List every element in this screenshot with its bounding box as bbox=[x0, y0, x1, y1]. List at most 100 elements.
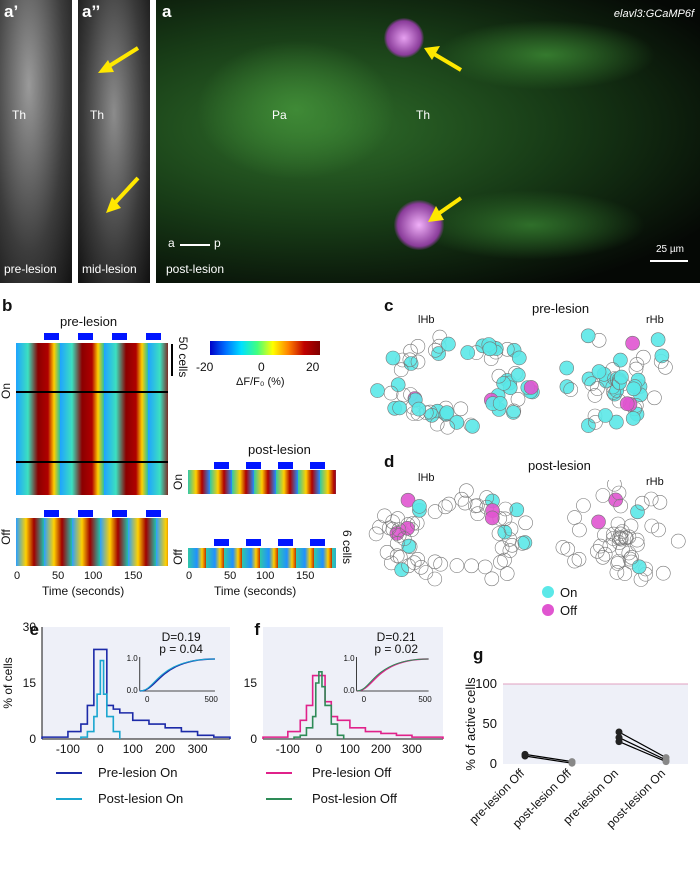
cell-map-pre-lesion bbox=[370, 328, 673, 435]
cell-marker bbox=[644, 518, 660, 534]
colorbar-tick: 20 bbox=[306, 360, 320, 374]
legend-swatch bbox=[56, 772, 82, 774]
histogram-series bbox=[262, 674, 444, 739]
cell-marker bbox=[584, 376, 599, 392]
panel-label: f bbox=[254, 620, 260, 639]
cell-marker bbox=[391, 522, 407, 538]
stat-d-value: D=0.21 bbox=[377, 630, 416, 644]
colorbar bbox=[210, 341, 320, 355]
legend-swatch bbox=[266, 772, 292, 774]
cell-marker bbox=[634, 495, 650, 511]
tissue-glow bbox=[196, 40, 396, 180]
cell-marker bbox=[418, 565, 434, 580]
cell-marker bbox=[591, 364, 607, 379]
cell-marker bbox=[595, 550, 611, 565]
cell-marker bbox=[499, 566, 515, 581]
cell-marker bbox=[393, 362, 409, 378]
cell-marker bbox=[390, 377, 406, 393]
cell-marker bbox=[614, 369, 629, 385]
cell-marker bbox=[571, 552, 587, 567]
cell-marker bbox=[485, 510, 500, 526]
cell-marker bbox=[457, 495, 473, 511]
cell-marker bbox=[394, 562, 410, 577]
cell-marker bbox=[611, 535, 627, 550]
lesion-spot bbox=[384, 18, 424, 58]
cell-marker bbox=[390, 511, 406, 526]
cell-marker bbox=[510, 392, 526, 407]
off-row-label: Off bbox=[170, 549, 185, 565]
cell-marker bbox=[563, 382, 578, 397]
panel-label: a’’ bbox=[82, 2, 101, 21]
cell-marker bbox=[621, 545, 637, 561]
cell-marker bbox=[413, 560, 429, 575]
cell-marker bbox=[427, 571, 443, 587]
cell-marker bbox=[654, 348, 670, 364]
cell-marker bbox=[609, 565, 625, 580]
colorbar-tick: 0 bbox=[258, 360, 265, 374]
cell-marker bbox=[591, 514, 606, 530]
region-label: rHb bbox=[646, 476, 664, 488]
cell-marker bbox=[630, 537, 645, 552]
cell-marker bbox=[383, 385, 399, 401]
transgenic-line-label: elavl3:GCaMP6f bbox=[613, 8, 694, 20]
data-point bbox=[615, 738, 623, 746]
post-lesion-title: post-lesion bbox=[248, 442, 311, 457]
inset-x-tick: 500 bbox=[205, 695, 219, 704]
cell-marker bbox=[402, 352, 418, 368]
y-tick-label: 15 bbox=[23, 676, 37, 690]
cell-marker bbox=[559, 379, 575, 394]
cell-marker bbox=[389, 548, 405, 563]
panel-title: pre-lesion bbox=[532, 301, 590, 316]
panel-label: g bbox=[473, 645, 483, 664]
cell-marker bbox=[411, 401, 427, 417]
cell-marker bbox=[492, 396, 508, 411]
cell-marker bbox=[504, 538, 520, 553]
x-tick-label: 100 bbox=[340, 742, 360, 755]
cell-marker bbox=[629, 532, 645, 548]
axis-a-label: a bbox=[168, 236, 175, 250]
arrow-icon bbox=[424, 46, 463, 222]
cell-marker bbox=[597, 527, 612, 543]
cell-marker bbox=[427, 504, 443, 519]
cell-marker bbox=[506, 403, 522, 419]
cell-marker bbox=[441, 336, 456, 352]
cell-marker bbox=[464, 558, 479, 574]
data-point bbox=[615, 728, 623, 736]
cell-marker bbox=[372, 519, 387, 535]
stat-p-value: p = 0.02 bbox=[374, 642, 418, 656]
image-a-double-prime: a’’ Th mid-lesion bbox=[78, 0, 150, 283]
region-label: rHb bbox=[646, 314, 664, 326]
data-point bbox=[568, 759, 576, 767]
cell-marker bbox=[598, 408, 613, 423]
cell-marker bbox=[482, 341, 498, 357]
panel-label: b bbox=[2, 296, 13, 315]
cell-marker bbox=[658, 359, 673, 375]
cell-marker bbox=[410, 552, 426, 567]
image-a-prime: a’ Th pre-lesion bbox=[0, 0, 72, 283]
cell-marker bbox=[560, 541, 575, 557]
cell-marker bbox=[439, 405, 455, 420]
cell-marker bbox=[590, 381, 605, 396]
panel-label: c bbox=[384, 296, 394, 315]
cell-marker bbox=[429, 416, 445, 432]
cell-marker bbox=[625, 411, 641, 426]
cell-marker bbox=[460, 345, 475, 360]
x-tick: 150 bbox=[124, 570, 143, 582]
cell-marker bbox=[403, 343, 418, 359]
stage-label: mid-lesion bbox=[82, 262, 137, 276]
cell-marker bbox=[379, 545, 395, 560]
legend-label: Post-lesion On bbox=[98, 791, 184, 806]
inset-cdf-curve bbox=[139, 658, 215, 692]
cell-marker bbox=[624, 550, 639, 565]
cell-marker bbox=[572, 522, 587, 538]
cell-marker bbox=[617, 566, 633, 581]
inset-cdf-curve bbox=[356, 658, 429, 692]
y-tick-label: 0 bbox=[29, 732, 36, 746]
region-label: lHb bbox=[418, 314, 435, 326]
cell-marker bbox=[607, 480, 622, 492]
y-tick-label: 30 bbox=[23, 620, 37, 634]
region-label: Th bbox=[90, 108, 105, 122]
cell-marker bbox=[470, 506, 485, 522]
inset-y-tick: 1.0 bbox=[127, 654, 139, 663]
